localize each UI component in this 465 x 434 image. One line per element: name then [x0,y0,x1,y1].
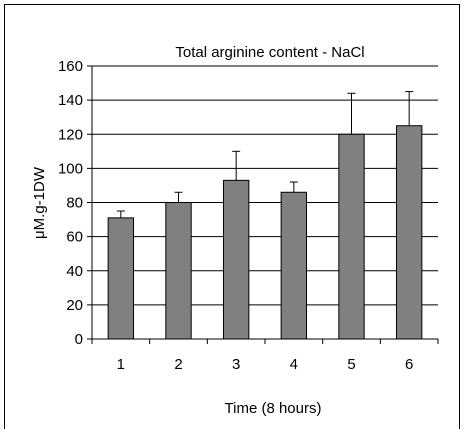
x-tick-label: 2 [174,356,182,373]
x-tick-label: 5 [347,356,355,373]
bar [222,179,250,340]
y-axis-label: μM.g-1DW [31,166,48,239]
y-tick-label: 40 [66,263,83,280]
y-tick-label: 160 [58,58,83,75]
bars [107,125,423,340]
y-tick-label: 20 [66,297,83,314]
y-tick-label: 0 [75,331,83,348]
x-tick-label: 3 [232,356,240,373]
bar [165,202,192,340]
x-tick-label: 1 [117,356,125,373]
chart-title: Total arginine content - NaCl [175,44,364,61]
y-tick-label: 60 [66,229,83,246]
bar [395,125,423,340]
gridlines [92,65,438,306]
x-axis-ticks: 1 2 3 4 5 6 [91,339,439,373]
error-bars [116,91,414,218]
y-tick-label: 140 [58,92,83,109]
chart-frame [4,4,460,429]
y-axis-ticks: 0 20 40 60 80 100 120 140 160 [58,58,92,348]
x-tick-label: 4 [290,356,298,373]
x-axis-label: Time (8 hours) [225,400,322,417]
x-tick-label: 6 [405,356,413,373]
bar [280,191,308,340]
bar [107,217,135,340]
bar [338,133,365,340]
y-tick-label: 100 [58,160,83,177]
y-tick-label: 80 [66,195,83,212]
y-tick-label: 120 [58,126,83,143]
